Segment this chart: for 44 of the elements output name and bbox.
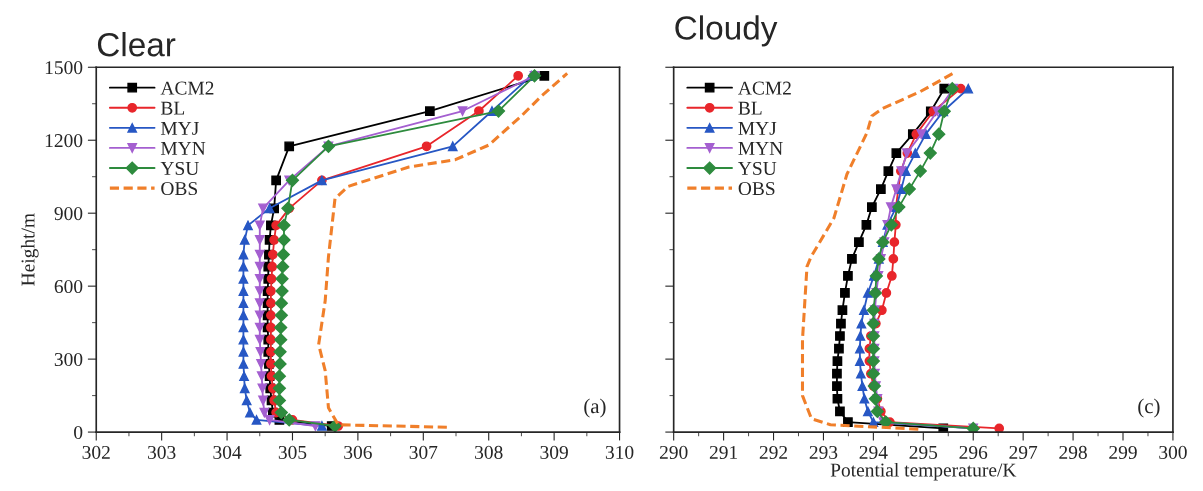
x-tick-label: 291 (709, 445, 738, 459)
x-tick-label: 295 (909, 445, 938, 459)
x-tick-label: 307 (409, 445, 438, 459)
y-tick-label: 1200 (45, 134, 83, 148)
legend-label: YSU (160, 161, 199, 176)
legend-label: BL (160, 101, 185, 115)
legend-label: OBS (161, 182, 198, 196)
x-tick-label: 290 (659, 445, 688, 459)
chart-title: Cloudy (675, 15, 778, 47)
legend-label: OBS (738, 182, 775, 196)
chart-title: Clear (97, 32, 176, 57)
legend-label: BL (738, 101, 762, 115)
legend-label: MYN (160, 142, 206, 155)
x-tick-label: 305 (278, 445, 307, 459)
x-tick-label: 303 (148, 445, 176, 459)
x-tick-label: 306 (344, 445, 372, 459)
x-tick-label: 310 (605, 445, 634, 459)
annotation: (c) (1138, 398, 1160, 418)
y-tick-label: 900 (54, 207, 83, 221)
x-tick-label: 308 (475, 445, 503, 459)
legend-label: MYN (738, 142, 783, 155)
y-tick-label: 1500 (45, 61, 83, 75)
legend-label: ACM2 (160, 81, 214, 95)
annotation: (a) (584, 398, 606, 418)
x-tick-label: 300 (1159, 445, 1187, 459)
x-tick-label: 297 (1009, 445, 1038, 459)
y-tick-label: 0 (74, 425, 83, 440)
x-tick-label: 309 (540, 445, 568, 459)
x-axis-title: Potential temperature/K (830, 462, 1017, 481)
legend-label: YSU (738, 161, 777, 176)
y-tick-label: 600 (54, 279, 83, 294)
x-tick-label: 293 (809, 445, 838, 459)
legend-label: MYJ (738, 121, 777, 135)
x-tick-label: 302 (82, 445, 110, 459)
y-axis-title: Height/m (20, 213, 39, 286)
legend-label: ACM2 (738, 81, 791, 95)
legend-label: MYJ (160, 121, 199, 135)
x-tick-label: 299 (1109, 445, 1137, 459)
x-tick-label: 296 (959, 445, 988, 459)
x-tick-label: 294 (859, 445, 888, 459)
x-tick-label: 304 (213, 445, 242, 459)
x-tick-label: 292 (759, 445, 788, 459)
x-tick-label: 298 (1059, 445, 1087, 459)
y-tick-label: 300 (54, 352, 83, 367)
